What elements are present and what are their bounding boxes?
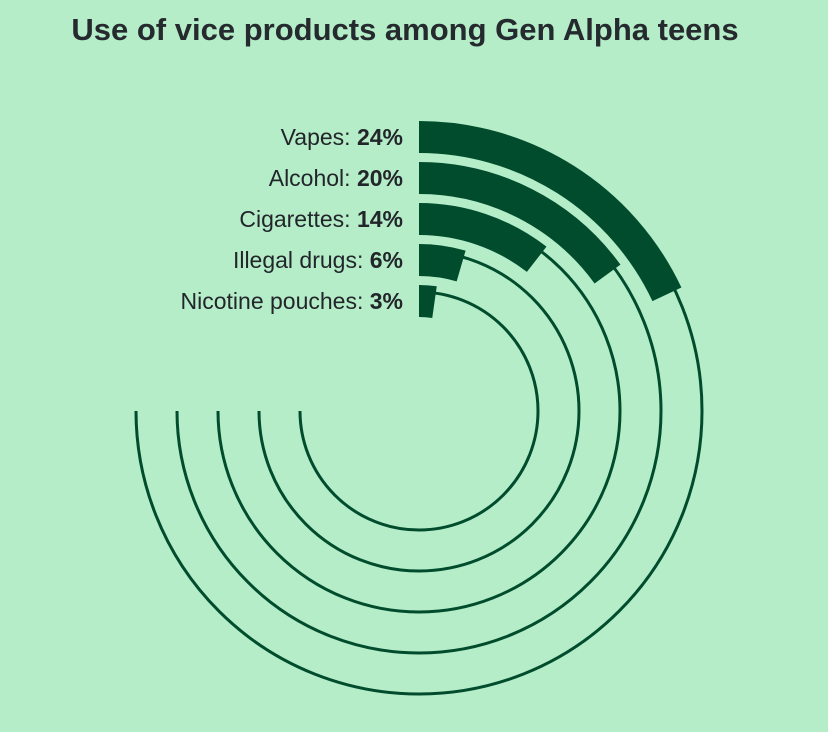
bar-label-4: Nicotine pouches: 3% bbox=[181, 288, 403, 314]
value-label: 24% bbox=[357, 124, 403, 150]
track-ring-4 bbox=[298, 290, 540, 532]
label-group: Vapes: 24%Alcohol: 20%Cigarettes: 14%Ill… bbox=[181, 124, 403, 314]
bar-label-3: Illegal drugs: 6% bbox=[233, 247, 403, 273]
bar-0 bbox=[418, 121, 682, 302]
category-label: Nicotine pouches: bbox=[181, 288, 370, 314]
category-label: Cigarettes: bbox=[239, 206, 357, 232]
bar-label-2: Cigarettes: 14% bbox=[239, 206, 403, 232]
chart-title: Use of vice products among Gen Alpha tee… bbox=[71, 12, 739, 47]
bar-3 bbox=[418, 244, 466, 282]
value-label: 20% bbox=[357, 165, 403, 191]
bar-2 bbox=[418, 203, 547, 273]
category-label: Alcohol: bbox=[269, 165, 357, 191]
bar-1 bbox=[418, 162, 621, 284]
track-ring-3 bbox=[257, 249, 581, 573]
bar-label-0: Vapes: 24% bbox=[281, 124, 403, 150]
bar-4 bbox=[418, 285, 437, 318]
value-label: 14% bbox=[357, 206, 403, 232]
track-ring-2 bbox=[216, 208, 622, 614]
value-label: 3% bbox=[370, 288, 403, 314]
bar-label-1: Alcohol: 20% bbox=[269, 165, 403, 191]
value-label: 6% bbox=[370, 247, 403, 273]
category-label: Illegal drugs: bbox=[233, 247, 370, 273]
bar-group bbox=[418, 121, 682, 318]
category-label: Vapes: bbox=[281, 124, 357, 150]
